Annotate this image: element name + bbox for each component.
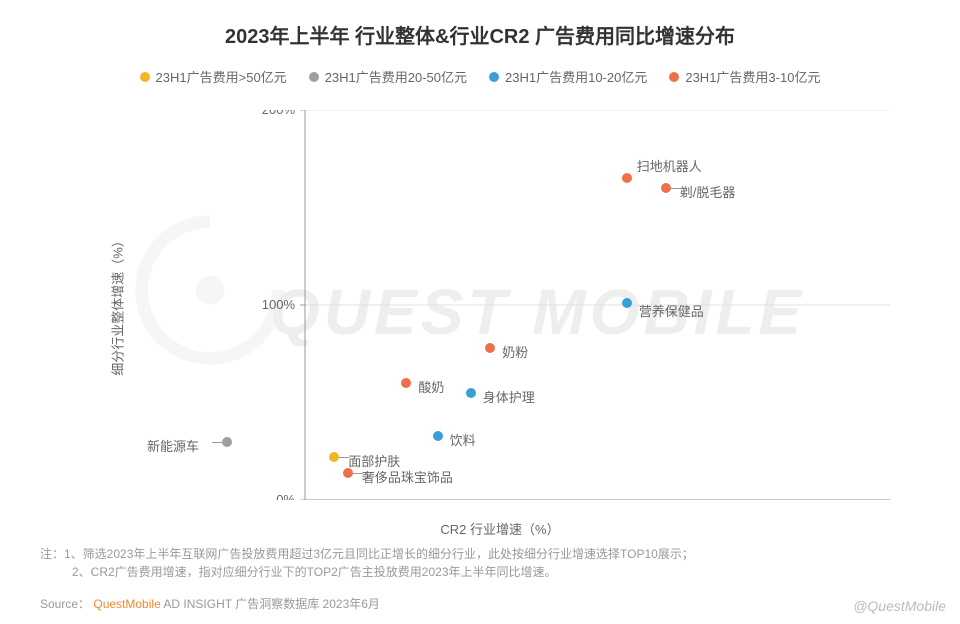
point-label: 新能源车 — [147, 436, 199, 455]
scatter-point — [329, 452, 339, 462]
scatter-point — [222, 437, 232, 447]
scatter-point — [485, 343, 495, 353]
point-label: 营养保健品 — [639, 301, 704, 320]
point-label: 奢侈品珠宝饰品 — [362, 467, 453, 486]
legend-dot-icon — [489, 72, 499, 82]
point-label: 酸奶 — [418, 377, 444, 396]
legend-item: 23H1广告费用20-50亿元 — [309, 67, 467, 86]
source-brand: QuestMobile — [93, 597, 160, 611]
point-label: 奶粉 — [502, 342, 528, 361]
footnotes: 注：1、筛选2023年上半年互联网广告投放费用超过3亿元且同比正增长的细分行业，… — [40, 545, 694, 581]
legend-dot-icon — [140, 72, 150, 82]
legend-label: 23H1广告费用20-50亿元 — [325, 67, 467, 86]
scatter-point — [622, 173, 632, 183]
legend-label: 23H1广告费用3-10亿元 — [685, 67, 820, 86]
scatter-point — [401, 378, 411, 388]
point-label: 扫地机器人 — [637, 156, 702, 175]
legend-item: 23H1广告费用3-10亿元 — [669, 67, 820, 86]
leader-line — [212, 442, 222, 443]
legend-item: 23H1广告费用10-20亿元 — [489, 67, 647, 86]
point-label: 剃/脱毛器 — [680, 182, 736, 201]
footnote-1: 注：1、筛选2023年上半年互联网广告投放费用超过3亿元且同比正增长的细分行业，… — [40, 545, 694, 563]
scatter-point — [433, 431, 443, 441]
scatter-point — [622, 298, 632, 308]
point-label: 身体护理 — [483, 387, 535, 406]
scatter-plot: -100%0%100%200%300%0%100%200% 细分行业整体增速（%… — [110, 110, 890, 500]
chart-title: 2023年上半年 行业整体&行业CR2 广告费用同比增速分布 — [0, 0, 960, 49]
source-prefix: Source： — [40, 597, 90, 611]
point-label: 饮料 — [450, 430, 476, 449]
legend-dot-icon — [309, 72, 319, 82]
footnote-2: 2、CR2广告费用增速，指对应细分行业下的TOP2广告主投放费用2023年上半年… — [40, 563, 694, 581]
legend-item: 23H1广告费用>50亿元 — [140, 67, 287, 86]
legend-dot-icon — [669, 72, 679, 82]
scatter-point — [466, 388, 476, 398]
source-line: Source： QuestMobile AD INSIGHT 广告洞察数据库 2… — [40, 595, 380, 612]
x-axis-label: CR2 行业增速（%） — [440, 519, 559, 538]
watermark-corner: @QuestMobile — [853, 598, 946, 614]
legend-label: 23H1广告费用10-20亿元 — [505, 67, 647, 86]
scatter-point — [343, 468, 353, 478]
legend: 23H1广告费用>50亿元 23H1广告费用20-50亿元 23H1广告费用10-2… — [0, 67, 960, 86]
source-rest: AD INSIGHT 广告洞察数据库 2023年6月 — [161, 597, 380, 611]
points-layer: 新能源车面部护肤奢侈品珠宝饰品酸奶饮料身体护理奶粉营养保健品扫地机器人剃/脱毛器 — [110, 110, 890, 500]
scatter-point — [661, 183, 671, 193]
legend-label: 23H1广告费用>50亿元 — [156, 67, 287, 86]
